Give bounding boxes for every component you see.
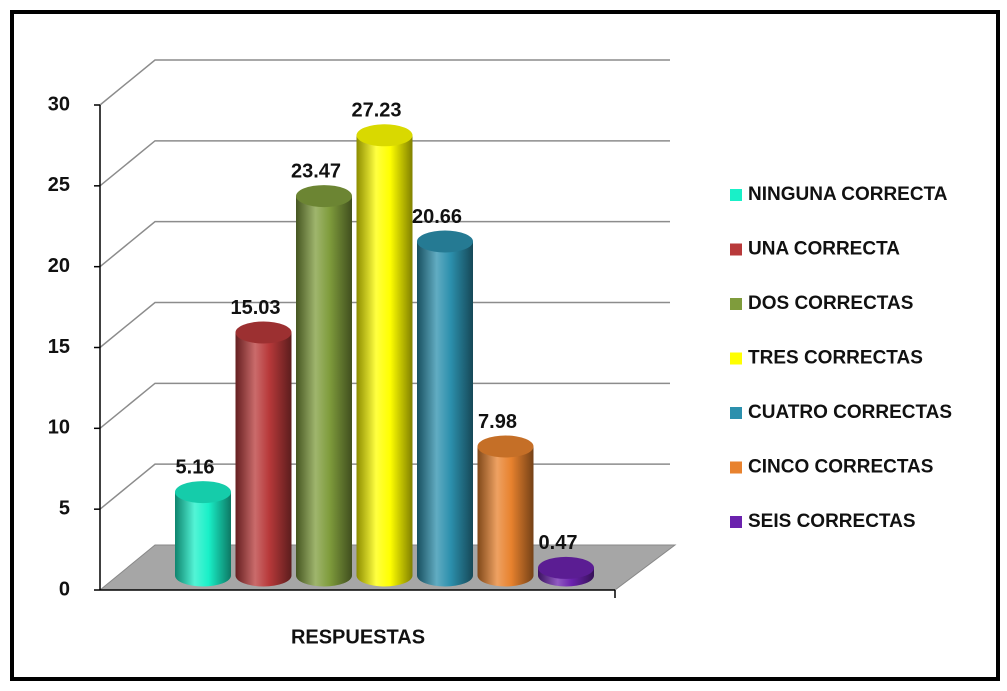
legend-swatch	[730, 189, 742, 201]
legend-swatch	[730, 407, 742, 419]
frame	[10, 10, 1000, 681]
legend-label: NINGUNA CORRECTA	[748, 184, 948, 205]
value-label: 15.03	[230, 297, 280, 319]
grid-line	[99, 220, 670, 268]
y-tick-label: 25	[48, 174, 70, 196]
bar-top	[538, 556, 594, 579]
bar	[417, 241, 473, 576]
bar-top	[175, 481, 231, 504]
y-tick-label: 10	[48, 417, 70, 439]
bar	[477, 446, 534, 576]
legend-label: DOS CORRECTAS	[748, 293, 913, 314]
bar	[296, 196, 352, 576]
y-tick-label: 30	[48, 93, 70, 115]
value-label: 5.16	[176, 456, 215, 478]
legend-swatch	[730, 298, 742, 310]
legend-label: SEIS CORRECTAS	[748, 511, 916, 532]
x-category-label: RESPUESTAS	[291, 626, 425, 648]
bar	[235, 332, 292, 576]
value-label: 27.23	[351, 100, 401, 122]
grid-line	[99, 140, 670, 187]
y-tick-label: 0	[59, 578, 70, 600]
legend-label: CUATRO CORRECTAS	[748, 402, 952, 423]
y-tick-label: 15	[48, 336, 70, 358]
grid-line	[99, 59, 670, 106]
legend-swatch	[730, 352, 742, 365]
bar-top	[477, 435, 534, 458]
bar	[356, 135, 413, 576]
y-tick-label: 5	[59, 497, 70, 519]
bar	[175, 492, 231, 576]
legend-label: UNA CORRECTA	[748, 239, 900, 260]
legend-label: TRES CORRECTAS	[748, 348, 923, 369]
legend-swatch	[730, 243, 742, 256]
bar-top	[356, 124, 413, 147]
bar-top	[417, 230, 473, 253]
value-label: 7.98	[478, 411, 517, 433]
legend-swatch	[730, 516, 742, 528]
grid-line	[99, 382, 670, 429]
value-label: 0.47	[539, 532, 578, 554]
legend-swatch	[730, 461, 742, 474]
value-label: 23.47	[291, 160, 341, 182]
value-label: 20.66	[412, 206, 462, 228]
grid-line	[99, 301, 670, 349]
bar-top	[235, 321, 292, 344]
legend-label: CINCO CORRECTAS	[748, 457, 933, 478]
y-tick-label: 20	[48, 255, 70, 277]
bar-top	[296, 185, 352, 208]
